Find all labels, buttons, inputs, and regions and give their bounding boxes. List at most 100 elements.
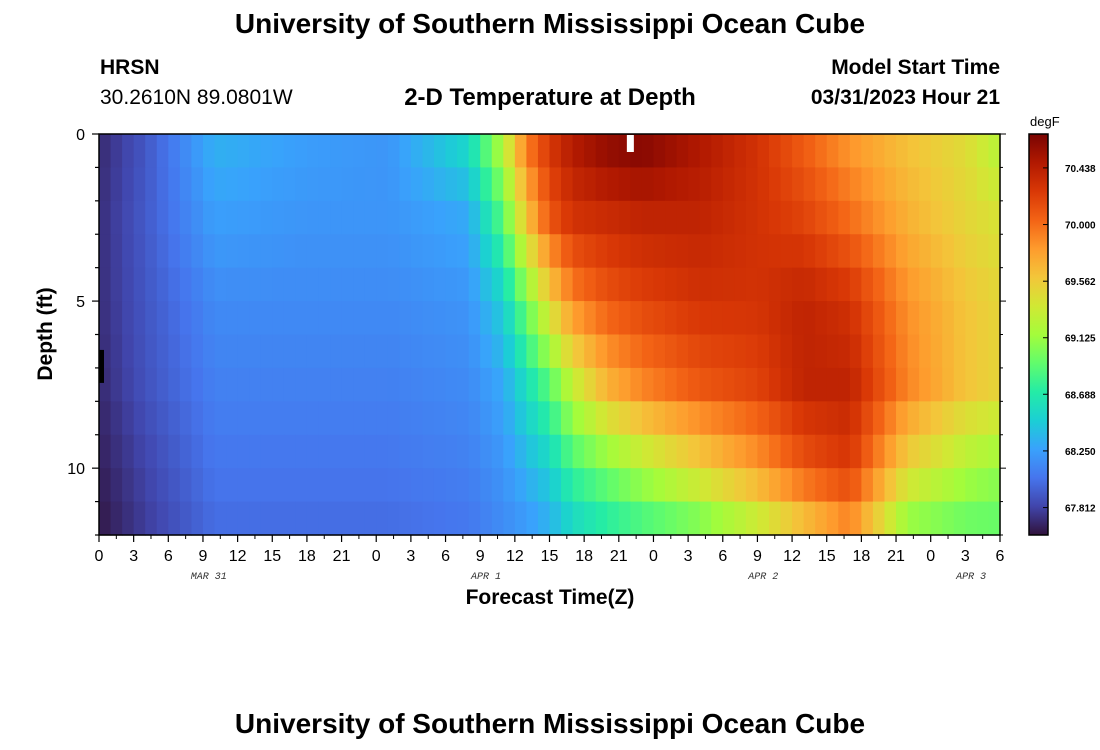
heatmap-cell <box>145 134 158 169</box>
heatmap-cell <box>295 501 308 536</box>
heatmap-cell <box>491 501 504 536</box>
heatmap-cell <box>965 367 978 402</box>
heatmap-cell <box>133 468 146 503</box>
heatmap-cell <box>491 334 504 369</box>
heatmap-cell <box>422 468 435 503</box>
heatmap-cell <box>549 134 562 169</box>
heatmap-cell <box>156 468 169 503</box>
heatmap-cell <box>110 501 123 536</box>
x-tick-label: 12 <box>783 548 801 565</box>
heatmap-cell <box>826 367 839 402</box>
heatmap-cell <box>688 501 701 536</box>
heatmap-cell <box>133 301 146 336</box>
heatmap-cell <box>214 167 227 202</box>
heatmap-cell <box>572 134 585 169</box>
heatmap-cell <box>376 301 389 336</box>
heatmap-cell <box>803 334 816 369</box>
heatmap-cell <box>260 468 273 503</box>
heatmap-cell <box>618 301 631 336</box>
heatmap-cell <box>641 434 655 469</box>
heatmap-cell <box>919 134 932 169</box>
heatmap-cell <box>179 434 193 469</box>
colorbar-tick-label: 67.812 <box>1065 504 1096 515</box>
heatmap-cell <box>410 334 424 369</box>
heatmap-cell <box>953 468 966 503</box>
heatmap-cell <box>595 334 608 369</box>
heatmap-cell <box>249 200 262 235</box>
heatmap-cell <box>595 200 608 235</box>
heatmap-cell <box>283 167 296 202</box>
heatmap-cell <box>387 334 400 369</box>
heatmap-cell <box>780 367 793 402</box>
heatmap-cell <box>468 434 481 469</box>
heatmap-cell <box>849 234 862 269</box>
colorbar-tick-label: 68.688 <box>1065 390 1096 401</box>
heatmap-cell <box>965 234 978 269</box>
heatmap-cell <box>353 234 366 269</box>
heatmap-cell <box>803 301 816 336</box>
heatmap-cell <box>526 468 539 503</box>
heatmap-cell <box>919 267 932 302</box>
heatmap-cell <box>549 334 562 369</box>
heatmap-cell <box>526 200 539 235</box>
heatmap-cell <box>387 134 400 169</box>
heatmap-cell <box>803 134 816 169</box>
heatmap-cell <box>514 367 527 402</box>
heatmap-cell <box>364 234 377 269</box>
heatmap-cell <box>722 167 735 202</box>
heatmap-cell <box>491 267 504 302</box>
heatmap-cell <box>815 367 828 402</box>
heatmap-cell <box>699 501 712 536</box>
heatmap-cell <box>295 234 308 269</box>
heatmap-cell <box>214 200 227 235</box>
heatmap-cell <box>399 134 412 169</box>
y-tick-label: 0 <box>76 127 85 144</box>
heatmap-cell <box>976 468 990 503</box>
heatmap-cell <box>734 501 747 536</box>
heatmap-cell <box>387 434 400 469</box>
heatmap-cell <box>514 434 527 469</box>
heatmap-cell <box>445 501 458 536</box>
heatmap-cell <box>341 301 354 336</box>
heatmap-cell <box>919 468 932 503</box>
heatmap-cell <box>838 234 851 269</box>
heatmap-cell <box>872 234 886 269</box>
heatmap-cell <box>907 200 920 235</box>
heatmap-cell <box>942 334 955 369</box>
heatmap-cell <box>942 367 955 402</box>
heatmap-cell <box>630 267 643 302</box>
heatmap-cell <box>745 234 759 269</box>
heatmap-cell <box>433 367 447 402</box>
heatmap-cell <box>260 134 273 169</box>
heatmap-cell <box>537 334 551 369</box>
heatmap-cell <box>826 234 839 269</box>
y-tick-label: 10 <box>67 461 85 478</box>
heatmap-cell <box>526 334 539 369</box>
heatmap-cell <box>584 134 597 169</box>
heatmap-cell <box>584 334 597 369</box>
heatmap-cell <box>110 367 123 402</box>
date-label: APR 1 <box>470 572 501 583</box>
heatmap-cell <box>260 267 273 302</box>
x-tick-label: 9 <box>476 548 485 565</box>
heatmap-cell <box>745 167 759 202</box>
heatmap-cells <box>99 134 1001 536</box>
heatmap-cell <box>595 267 608 302</box>
heatmap-cell <box>919 234 932 269</box>
heatmap-cell <box>330 134 343 169</box>
heatmap-cell <box>237 301 250 336</box>
y-axis-label: Depth (ft) <box>34 287 57 380</box>
heatmap-cell <box>896 501 909 536</box>
heatmap-cell <box>630 167 643 202</box>
heatmap-cell <box>630 501 643 536</box>
heatmap-cell <box>226 200 239 235</box>
heatmap-cell <box>676 234 689 269</box>
heatmap-cell <box>618 334 631 369</box>
heatmap-cell <box>399 468 412 503</box>
heatmap-cell <box>826 401 839 436</box>
heatmap-cell <box>145 367 158 402</box>
heatmap-cell <box>99 234 112 269</box>
heatmap-cell <box>919 200 932 235</box>
heatmap-cell <box>318 334 331 369</box>
heatmap-cell <box>988 200 1001 235</box>
